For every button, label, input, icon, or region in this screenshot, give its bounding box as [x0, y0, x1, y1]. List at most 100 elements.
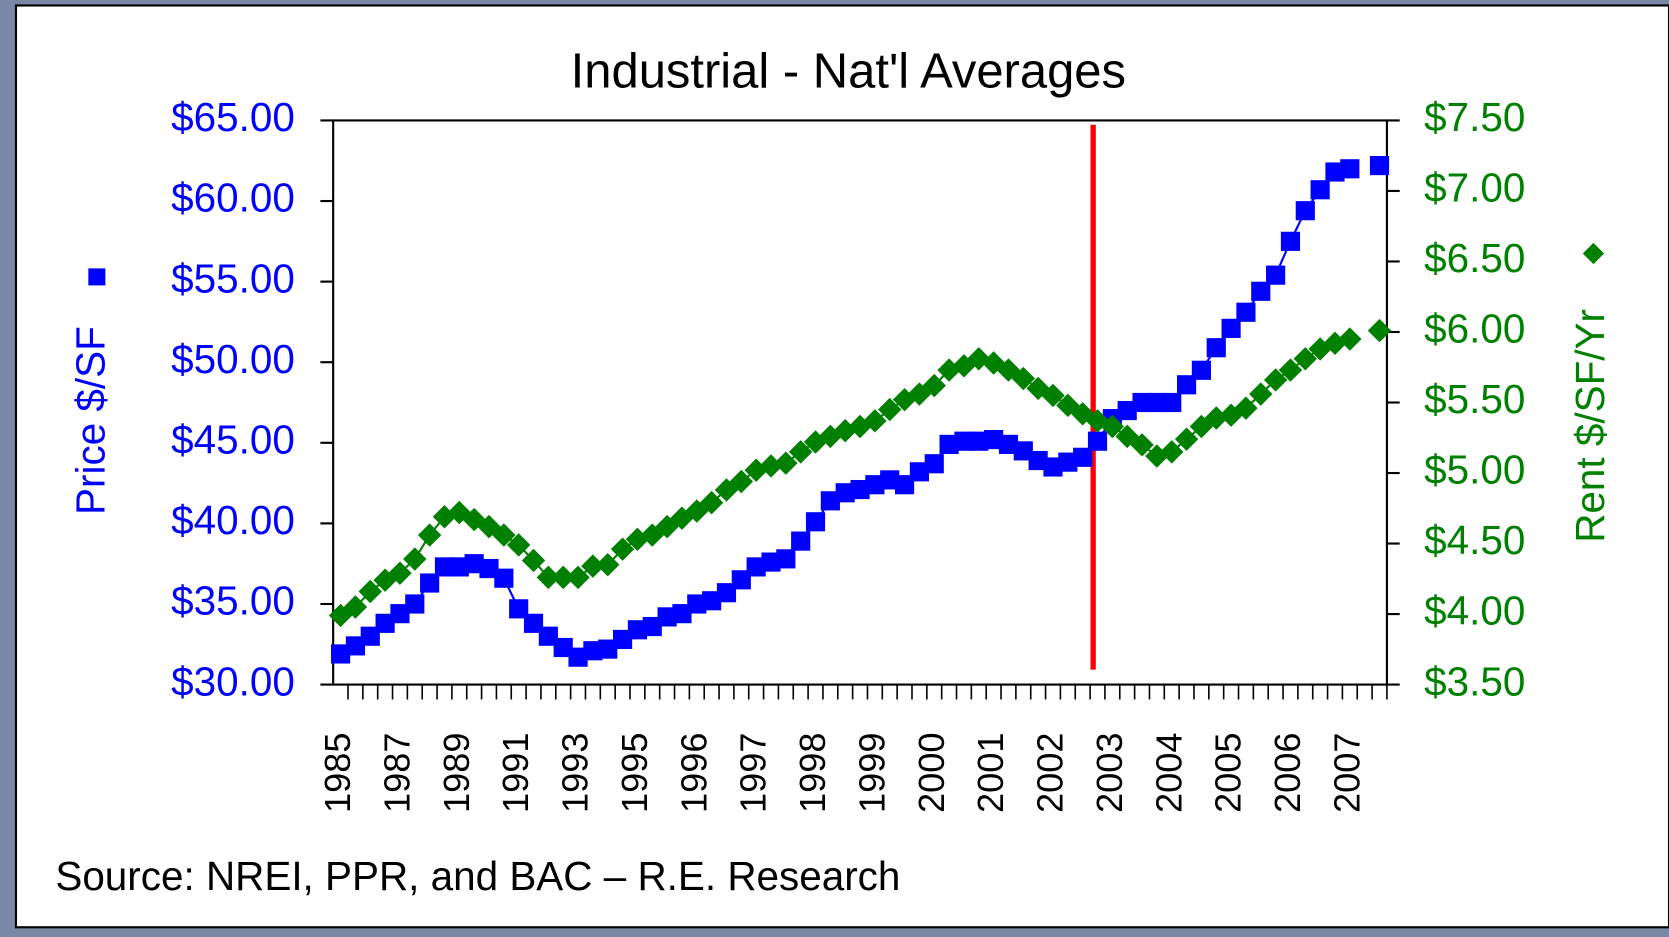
point: [1206, 338, 1226, 358]
y-tick-label: $30.00: [171, 658, 295, 704]
point: [627, 620, 647, 640]
x-tick-label: 1993: [555, 732, 596, 813]
point: [699, 490, 724, 515]
y2-tick-label: $5.50: [1424, 376, 1525, 422]
x-tick-label: 1996: [673, 732, 714, 813]
point: [835, 483, 855, 503]
point: [1132, 392, 1152, 413]
point: [672, 604, 692, 624]
y-tick-label: $65.00: [171, 94, 295, 140]
x-tick-label: 2004: [1148, 732, 1189, 813]
point: [1310, 180, 1330, 200]
point: [1369, 155, 1390, 176]
point: [954, 431, 974, 451]
point: [1251, 281, 1271, 301]
point: [642, 616, 662, 637]
y-tick-label: $35.00: [171, 578, 295, 624]
x-tick-label: 1998: [792, 732, 833, 813]
point: [731, 570, 751, 590]
point: [464, 554, 484, 574]
x-tick-label: 1989: [436, 732, 477, 813]
point: [553, 637, 573, 658]
source-note: Source: NREI, PPR, and BAC – R.E. Resear…: [55, 853, 900, 899]
point: [702, 591, 722, 611]
x-tick-label: 1997: [733, 732, 774, 813]
point: [922, 373, 946, 398]
point: [1221, 318, 1241, 338]
y2-axis-title: Rent $/SF/Yr: [1567, 309, 1613, 543]
y-tick-label: $40.00: [171, 497, 295, 543]
y2-tick-label: $6.50: [1424, 235, 1525, 281]
chart-title: Industrial - Nat'l Averages: [571, 45, 1126, 99]
point: [1174, 427, 1199, 451]
point: [598, 639, 618, 659]
point: [1043, 457, 1063, 477]
point: [610, 537, 635, 561]
point: [1266, 265, 1286, 285]
y2-tick-label: $4.50: [1424, 517, 1525, 563]
point: [924, 454, 944, 474]
point: [1249, 382, 1273, 406]
point: [1278, 358, 1303, 382]
point: [1191, 360, 1211, 380]
point: [538, 626, 558, 646]
x-tick-label: 1991: [495, 732, 536, 813]
point: [820, 491, 840, 511]
point: [1340, 159, 1360, 179]
point: [583, 641, 603, 661]
point: [984, 429, 1004, 450]
point: [998, 434, 1019, 454]
point: [375, 613, 395, 633]
point: [434, 557, 455, 577]
point: [716, 583, 737, 603]
point: [1162, 392, 1182, 413]
x-tick-label: 2006: [1267, 732, 1308, 813]
point: [358, 579, 382, 604]
point: [405, 594, 425, 614]
point: [1100, 414, 1125, 439]
point: [420, 573, 440, 593]
x-tick-label: 2002: [1030, 732, 1071, 813]
point: [1058, 452, 1078, 472]
y-axis-title: Price $/SF: [67, 326, 113, 515]
point: [759, 454, 783, 478]
point: [1204, 406, 1228, 430]
point: [449, 557, 469, 577]
point: [360, 626, 380, 646]
point: [1176, 375, 1197, 395]
point: [568, 647, 588, 667]
point: [850, 479, 870, 500]
point: [612, 629, 633, 650]
x-tick-label: 2003: [1089, 732, 1130, 813]
point: [805, 512, 826, 532]
point: [521, 548, 546, 573]
point: [581, 554, 605, 578]
point: [388, 561, 412, 585]
point: [746, 557, 766, 577]
point: [523, 613, 544, 633]
point: [494, 568, 514, 588]
x-tick-label: 2001: [970, 732, 1011, 813]
point: [1295, 201, 1315, 221]
point: [1117, 400, 1137, 421]
y-tick-label: $45.00: [171, 416, 295, 462]
point: [1073, 447, 1093, 467]
x-tick-label: 2005: [1208, 732, 1249, 813]
point: [969, 431, 989, 451]
y-tick-label: $55.00: [171, 255, 295, 301]
legend-key: [88, 268, 106, 286]
point: [1338, 327, 1362, 351]
point: [509, 599, 529, 619]
point: [1013, 441, 1033, 461]
point: [1234, 396, 1258, 420]
y2-tick-label: $3.50: [1424, 658, 1525, 704]
y2-tick-label: $7.50: [1424, 94, 1525, 140]
point: [894, 475, 915, 495]
panel: [14, 4, 1669, 929]
y-tick-label: $50.00: [171, 336, 295, 382]
point: [1087, 431, 1108, 451]
x-tick-label: 1985: [317, 732, 358, 813]
x-tick-label: 2007: [1326, 732, 1367, 813]
y2-tick-label: $5.00: [1424, 447, 1525, 493]
